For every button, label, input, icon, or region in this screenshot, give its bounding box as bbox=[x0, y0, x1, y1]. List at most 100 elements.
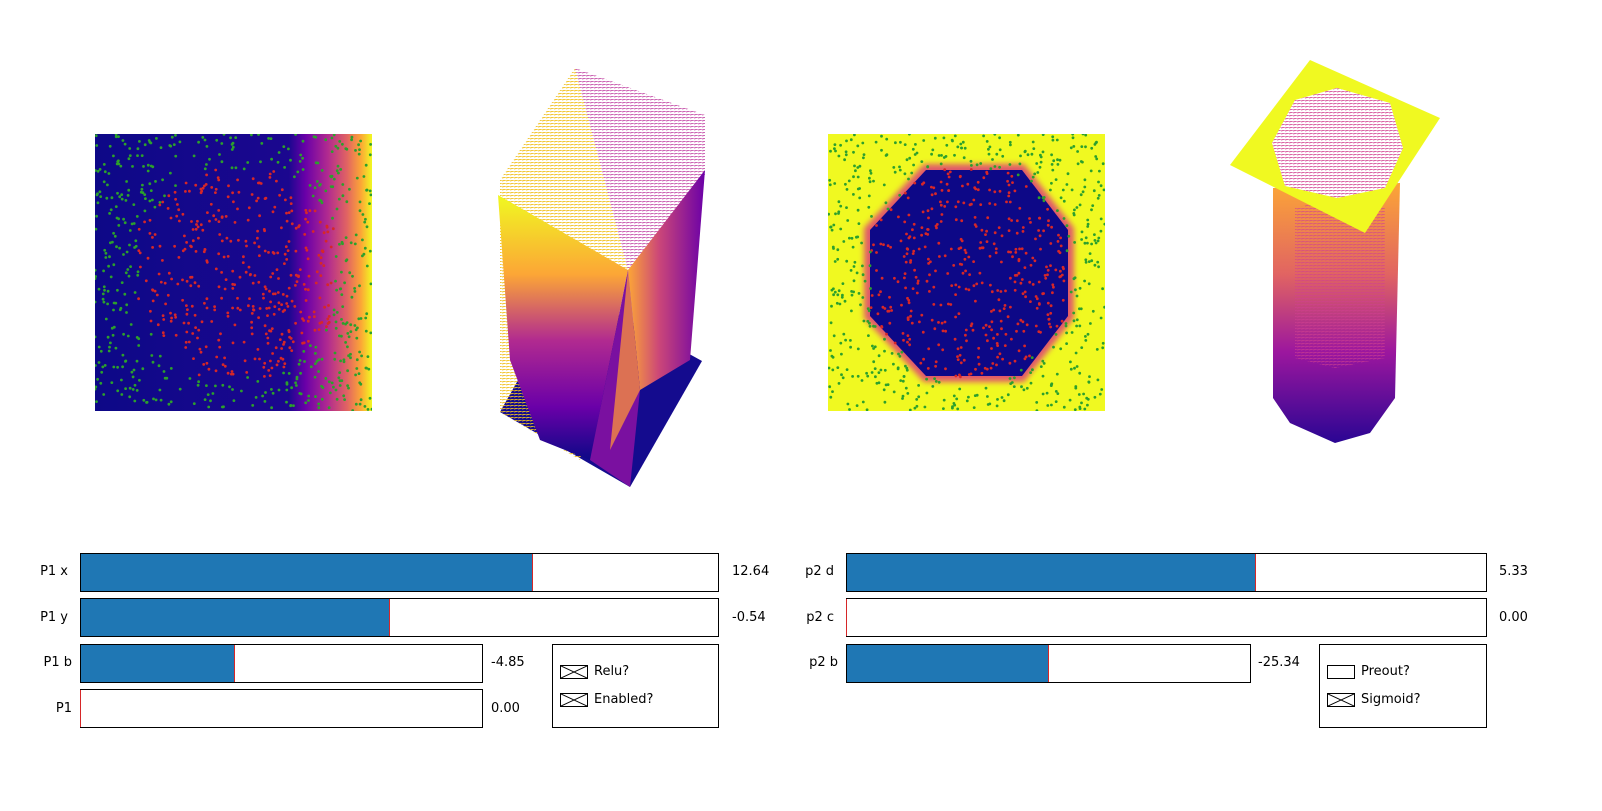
scatter-point bbox=[860, 241, 863, 245]
scatter-point bbox=[1097, 180, 1100, 184]
slider-handle[interactable] bbox=[1254, 554, 1256, 591]
relu-checkbox[interactable] bbox=[560, 665, 588, 679]
scatter-point bbox=[943, 205, 947, 208]
scatter-point bbox=[348, 187, 351, 191]
scatter-point bbox=[1039, 247, 1042, 251]
scatter-point bbox=[175, 214, 179, 218]
preout-checkbox[interactable] bbox=[1327, 665, 1355, 679]
slider-handle[interactable] bbox=[846, 599, 847, 636]
scatter-point bbox=[114, 346, 118, 350]
slider-p1[interactable] bbox=[80, 689, 483, 728]
slider-handle[interactable] bbox=[234, 645, 236, 682]
scatter-point bbox=[867, 334, 870, 337]
scatter-point bbox=[1084, 260, 1088, 264]
scatter-point bbox=[287, 329, 291, 332]
scatter-point bbox=[268, 172, 272, 176]
scatter-point bbox=[217, 209, 221, 212]
scatter-point bbox=[362, 175, 366, 178]
scatter-point bbox=[1102, 188, 1105, 192]
slider-p2-d[interactable] bbox=[846, 553, 1487, 592]
scatter-point bbox=[952, 402, 956, 405]
scatter-point bbox=[341, 305, 345, 308]
scatter-point bbox=[275, 363, 279, 367]
scatter-point bbox=[961, 271, 965, 275]
scatter-point bbox=[1033, 172, 1037, 176]
scatter-point bbox=[904, 364, 907, 368]
scatter-point bbox=[1032, 147, 1036, 150]
scatter-point bbox=[122, 332, 125, 336]
scatter-point bbox=[282, 145, 286, 148]
scatter-point bbox=[986, 216, 990, 220]
slider-label: p2 b bbox=[809, 655, 838, 670]
slider-handle[interactable] bbox=[1047, 645, 1049, 682]
scatter-point bbox=[1081, 190, 1085, 194]
scatter-point bbox=[1049, 242, 1053, 245]
scatter-point bbox=[952, 394, 956, 398]
scatter-point bbox=[105, 196, 109, 200]
sigmoid-checkbox[interactable] bbox=[1327, 693, 1355, 707]
scatter-point bbox=[270, 406, 273, 410]
scatter-point bbox=[1047, 317, 1051, 321]
scatter-point bbox=[998, 352, 1002, 356]
enabled-checkbox[interactable] bbox=[560, 693, 588, 707]
scatter-point bbox=[1009, 276, 1012, 280]
scatter-point bbox=[1059, 244, 1063, 248]
scatter-point bbox=[1035, 409, 1039, 411]
scatter-point bbox=[265, 307, 269, 310]
scatter-point bbox=[139, 265, 142, 269]
scatter-point bbox=[853, 260, 857, 264]
scatter-point bbox=[266, 314, 269, 317]
scatter-point bbox=[285, 211, 288, 215]
scatter-point bbox=[957, 247, 961, 250]
scatter-point bbox=[883, 368, 887, 372]
scatter-point bbox=[148, 182, 152, 186]
scatter-point bbox=[839, 227, 843, 231]
scatter-point bbox=[97, 287, 101, 291]
scatter-point bbox=[897, 215, 900, 219]
scatter-point bbox=[1034, 237, 1037, 241]
scatter-point bbox=[1004, 289, 1007, 293]
scatter-point bbox=[917, 395, 921, 399]
scatter-point bbox=[974, 187, 978, 191]
scatter-point bbox=[1008, 200, 1012, 204]
scatter-point bbox=[916, 279, 920, 283]
scatter-point bbox=[1021, 320, 1025, 324]
scatter-point bbox=[912, 222, 916, 226]
scatter-point bbox=[1062, 217, 1066, 220]
scatter-point bbox=[953, 337, 957, 341]
slider-handle[interactable] bbox=[532, 554, 534, 591]
scatter-point bbox=[906, 296, 909, 300]
slider-p1-x[interactable] bbox=[80, 553, 719, 592]
scatter-point bbox=[931, 148, 935, 152]
scatter-point bbox=[892, 390, 896, 394]
scatter-point bbox=[123, 142, 127, 146]
scatter-point bbox=[110, 381, 114, 384]
scatter-point bbox=[912, 236, 916, 240]
slider-p2-b[interactable] bbox=[846, 644, 1251, 683]
scatter-point bbox=[151, 246, 154, 249]
scatter-point bbox=[294, 249, 298, 253]
scatter-point bbox=[166, 293, 170, 297]
slider-handle[interactable] bbox=[80, 690, 81, 727]
scatter-point bbox=[930, 207, 934, 211]
scatter-point bbox=[1093, 263, 1097, 267]
scatter-point bbox=[1072, 319, 1076, 323]
scatter-point bbox=[1019, 318, 1023, 322]
slider-p1-y[interactable] bbox=[80, 598, 719, 637]
scatter-point bbox=[883, 307, 887, 310]
scatter-point bbox=[908, 337, 912, 341]
scatter-point bbox=[332, 385, 335, 389]
scatter-point bbox=[967, 373, 971, 376]
slider-value: -0.54 bbox=[732, 610, 766, 625]
scatter-point bbox=[120, 281, 124, 284]
scatter-point bbox=[95, 385, 98, 389]
slider-p1-b[interactable] bbox=[80, 644, 483, 683]
scatter-point bbox=[893, 276, 896, 280]
scatter-point bbox=[116, 288, 119, 292]
scatter-point bbox=[295, 377, 299, 381]
scatter-point bbox=[333, 357, 337, 361]
scatter-point bbox=[940, 189, 944, 192]
slider-handle[interactable] bbox=[388, 599, 390, 636]
scatter-point bbox=[852, 193, 855, 196]
slider-p2-c[interactable] bbox=[846, 598, 1487, 637]
